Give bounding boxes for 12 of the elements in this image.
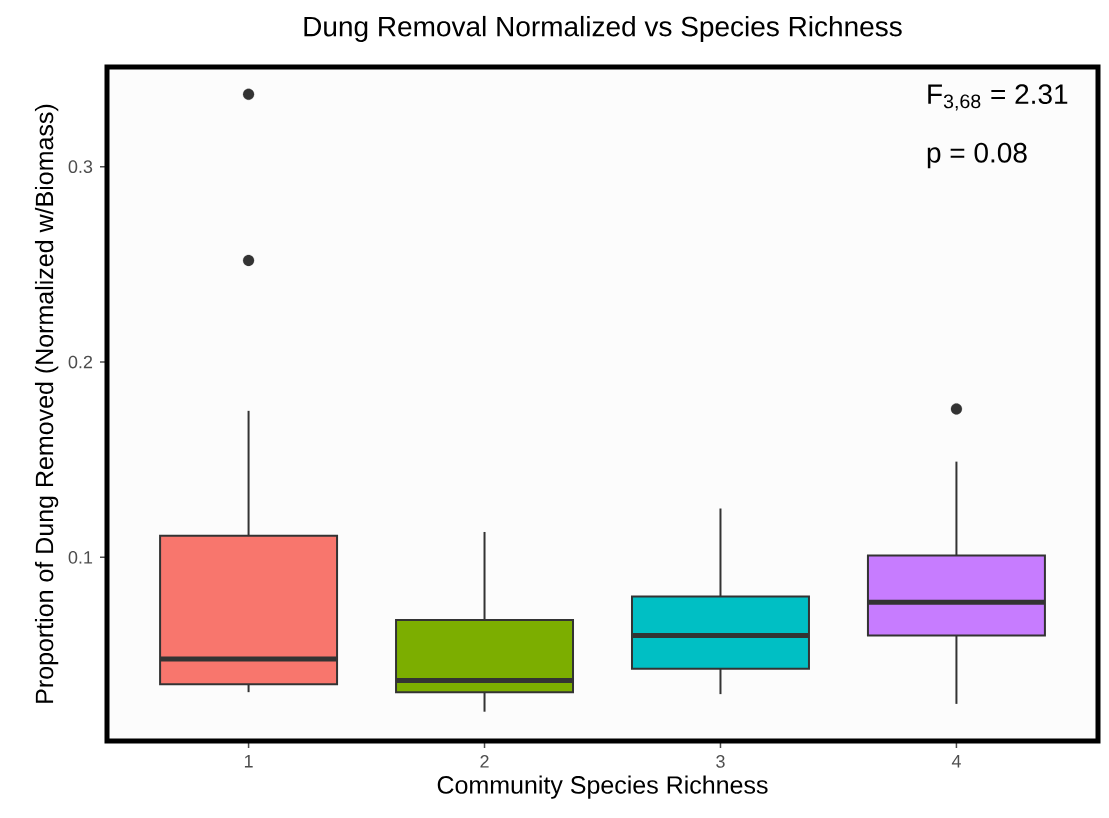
y-tick-label: 0.2 bbox=[68, 355, 93, 369]
annotation: F$_{3,68}$ = 2.31 bbox=[928, 84, 1068, 111]
x-tick-label: 4 bbox=[951, 755, 961, 768]
y-tick-label: 0.3 bbox=[68, 160, 93, 174]
annotation: p = 0.08 bbox=[927, 142, 1027, 169]
x-tick-label: 1 bbox=[244, 755, 253, 768]
x-axis-title: Community Species Richness bbox=[437, 775, 768, 799]
x-tick-label: 2 bbox=[480, 755, 489, 768]
y-axis-title: Proportion of Dung Removed (Normalized w/Biomass) bbox=[34, 104, 59, 703]
y-tick-label: 0.1 bbox=[68, 550, 93, 564]
chart-title: Dung Removal Normalized vs Species Richness bbox=[304, 15, 902, 42]
x-tick-label: 3 bbox=[716, 755, 725, 768]
